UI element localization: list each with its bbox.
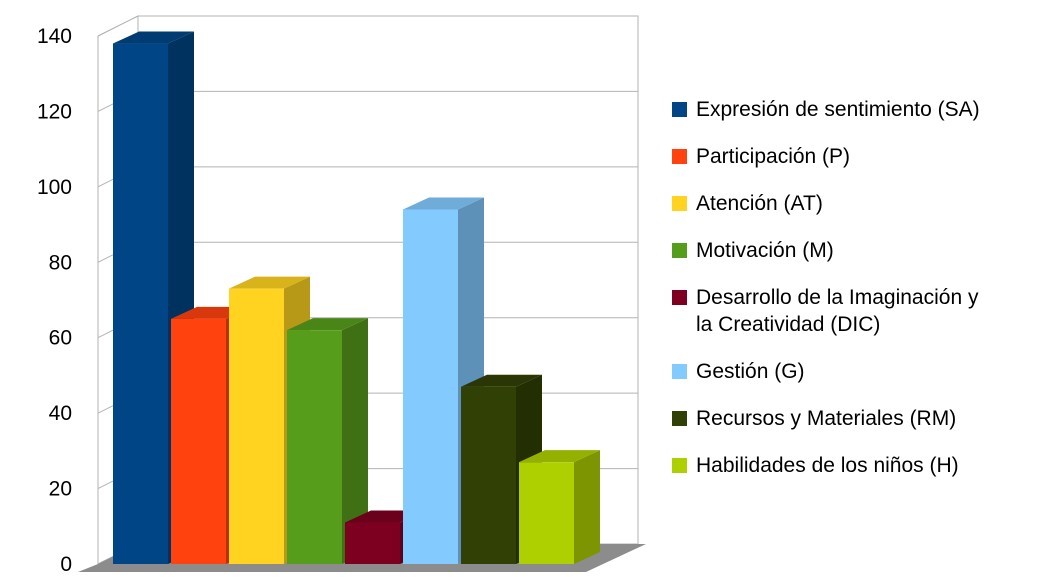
legend-item: Desarrollo de la Imaginación y la Creati…	[672, 284, 1047, 338]
legend-item: Motivación (M)	[672, 237, 1047, 264]
legend-item: Habilidades de los niños (H)	[672, 452, 1047, 479]
bar-top	[461, 374, 542, 387]
legend-label: Motivación (M)	[696, 239, 834, 262]
legend-label: Gestión (G)	[696, 360, 805, 383]
y-tick-label: 20	[49, 478, 72, 501]
legend-swatch	[672, 243, 687, 258]
legend-swatch	[672, 290, 687, 305]
legend-item: Atención (AT)	[672, 190, 1047, 217]
legend-item: Gestión (G)	[672, 358, 1047, 385]
gridline-side	[97, 15, 139, 37]
bar-side	[574, 450, 600, 564]
bar-front	[287, 330, 342, 564]
y-tick-label: 80	[49, 251, 72, 274]
legend-swatch	[672, 458, 687, 473]
bar-side	[342, 318, 368, 564]
legend-item: Recursos y Materiales (RM)	[672, 405, 1047, 432]
y-tick-label: 120	[37, 100, 72, 123]
bar-top	[113, 31, 194, 44]
legend-item: Participación (P)	[672, 143, 1047, 170]
legend-swatch	[672, 364, 687, 379]
bar-top	[519, 450, 600, 463]
legend-swatch	[672, 196, 687, 211]
chart-legend: Expresión de sentimiento (SA) Participac…	[672, 96, 1047, 499]
bar-front	[519, 462, 574, 564]
legend-swatch	[672, 149, 687, 164]
bar	[519, 450, 600, 564]
bar-front	[113, 43, 168, 565]
legend-label: Habilidades de los niños (H)	[696, 454, 959, 477]
chart-bars	[113, 31, 600, 565]
bar-top	[403, 197, 484, 210]
legend-swatch	[672, 102, 687, 117]
y-tick-label: 60	[49, 327, 72, 350]
bar-front	[461, 386, 516, 564]
y-tick-label: 100	[37, 176, 72, 199]
y-tick-label: 40	[49, 402, 72, 425]
bar-top	[229, 276, 310, 289]
legend-label: Participación (P)	[696, 145, 851, 168]
legend-item: Expresión de sentimiento (SA)	[672, 96, 1047, 123]
legend-label: Expresión de sentimiento (SA)	[696, 98, 980, 121]
bar-front	[229, 288, 284, 564]
bar-front	[171, 318, 226, 564]
bar-front	[345, 522, 400, 564]
bar	[287, 318, 368, 564]
bar-front	[403, 209, 458, 564]
legend-label: Desarrollo de la Imaginación y la Creati…	[696, 286, 979, 336]
y-tick-label: 0	[60, 553, 72, 576]
bar-top	[287, 318, 368, 331]
y-axis-ticks: 0 20 40 60 80 100 120 140	[37, 25, 72, 576]
legend-label: Atención (AT)	[696, 192, 823, 215]
y-tick-label: 140	[37, 25, 72, 48]
legend-swatch	[672, 411, 687, 426]
legend-label: Recursos y Materiales (RM)	[696, 407, 957, 430]
